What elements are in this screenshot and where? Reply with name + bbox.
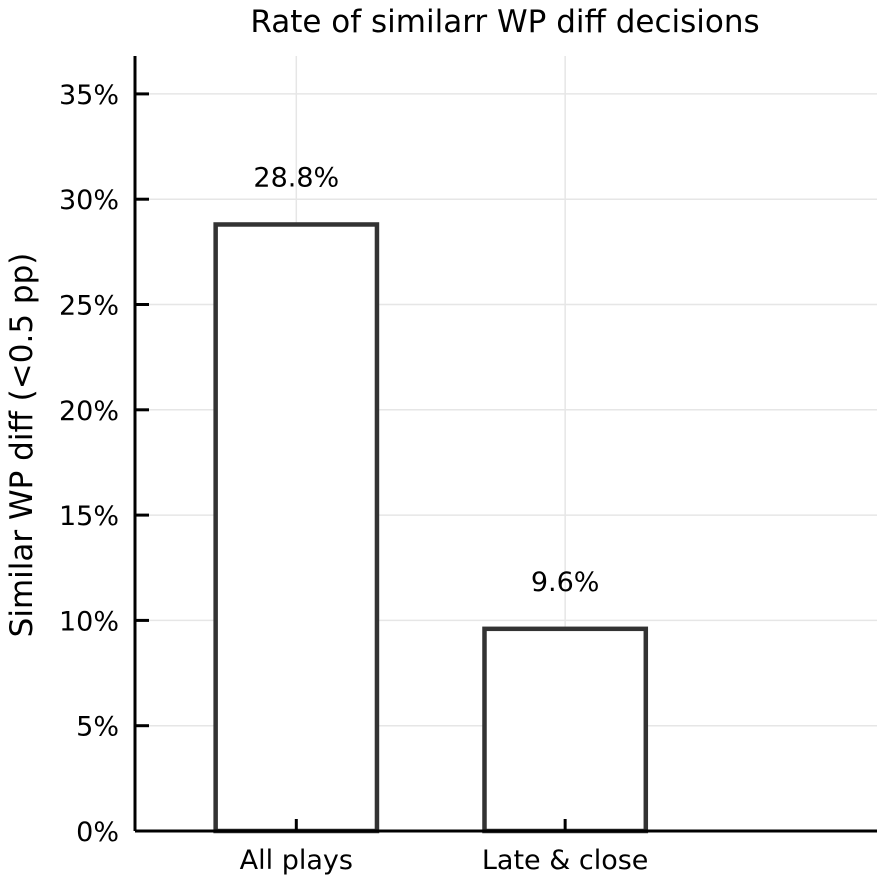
y-axis-label: Similar WP diff (<0.5 pp) bbox=[4, 253, 40, 638]
chart-title: Rate of similarr WP diff decisions bbox=[250, 4, 759, 40]
bar bbox=[482, 626, 649, 834]
y-tick-label: 15% bbox=[59, 501, 119, 532]
bar bbox=[213, 222, 380, 834]
y-tick-label: 20% bbox=[59, 396, 119, 427]
ticks: 0% 5% 10% 15% 20% 25% 30% 35% All plays Late & cl… bbox=[59, 80, 648, 876]
y-tick-label: 30% bbox=[59, 185, 119, 216]
data-labels: 28.8% 9.6% bbox=[253, 162, 599, 597]
y-tick-label: 25% bbox=[59, 291, 119, 322]
bar-value-label: 9.6% bbox=[531, 567, 600, 598]
x-tick-label: Late & close bbox=[482, 845, 649, 876]
y-tick-label: 5% bbox=[76, 712, 119, 743]
x-tick-label: All plays bbox=[240, 845, 353, 876]
y-tick-label: 10% bbox=[59, 606, 119, 637]
bar-value-label: 28.8% bbox=[253, 162, 339, 193]
bars bbox=[213, 222, 649, 834]
y-tick-label: 35% bbox=[59, 80, 119, 111]
axes bbox=[133, 56, 877, 833]
y-tick-label: 0% bbox=[76, 817, 119, 848]
